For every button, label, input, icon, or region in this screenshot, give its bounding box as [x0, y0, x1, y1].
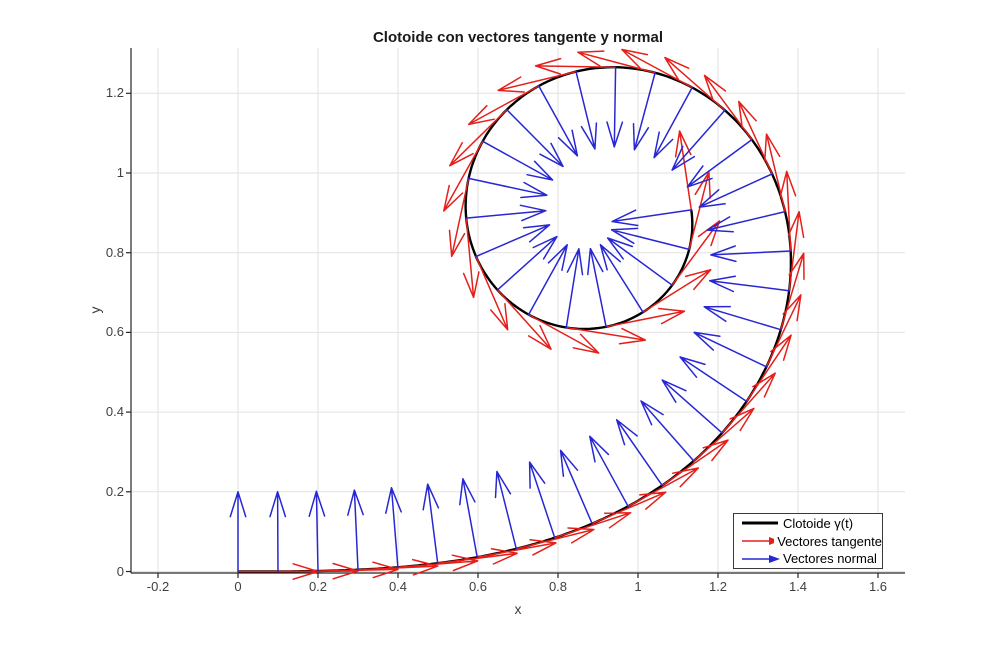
legend-item: Clotoide γ(t) — [740, 515, 882, 532]
x-tick-label: -0.2 — [146, 579, 170, 594]
x-tick-label: 0.4 — [388, 579, 408, 594]
x-tick-label: 1.6 — [868, 579, 888, 594]
grid-lines — [131, 48, 905, 573]
tangent-vectors-quiver — [237, 48, 805, 580]
x-tick-label: 0 — [234, 579, 242, 594]
legend-item-label: Vectores tangente — [777, 533, 882, 549]
y-tick-label: 1.2 — [105, 85, 124, 101]
normal-vectors-quiver — [229, 66, 792, 573]
x-tick-label: 1.2 — [708, 579, 728, 594]
y-tick-label: 0 — [116, 563, 124, 579]
legend-arrow-sample — [742, 537, 775, 545]
plot-title: Clotoide con vectores tangente y normal — [372, 29, 664, 46]
x-tick-label: 0.2 — [308, 579, 328, 594]
y-tick-label: 0.2 — [105, 483, 124, 499]
legend-arrow-sample — [742, 554, 780, 563]
legend-line-sample — [742, 521, 778, 525]
clothoid-curve — [238, 66, 793, 573]
x-tick-label: 0.6 — [468, 579, 488, 594]
y-tick-label: 0.8 — [105, 244, 124, 260]
y-tick-label: 0.6 — [105, 324, 124, 340]
clothoid-path — [238, 66, 793, 573]
normal-arrows — [229, 66, 792, 573]
y-axis-label: y — [87, 306, 103, 314]
legend: Clotoide γ(t) Vectores tangente Vectores n… — [733, 513, 883, 569]
x-axis-label: x — [514, 601, 522, 617]
x-tick-label: 1 — [634, 579, 642, 594]
legend-item-label: Vectores normal — [783, 551, 877, 567]
y-tick-label: 0.4 — [105, 404, 124, 420]
tangent-arrows — [237, 48, 805, 580]
axes-spines-and-ticks — [126, 48, 905, 578]
y-tick-label: 1 — [116, 165, 124, 180]
legend-item-label: Clotoide γ(t) — [783, 515, 854, 531]
x-tick-label: 1.4 — [788, 579, 808, 594]
legend-item: Vectores normal — [740, 550, 882, 567]
x-tick-label: 0.8 — [548, 579, 568, 594]
legend-item: Vectores tangente — [740, 533, 882, 550]
